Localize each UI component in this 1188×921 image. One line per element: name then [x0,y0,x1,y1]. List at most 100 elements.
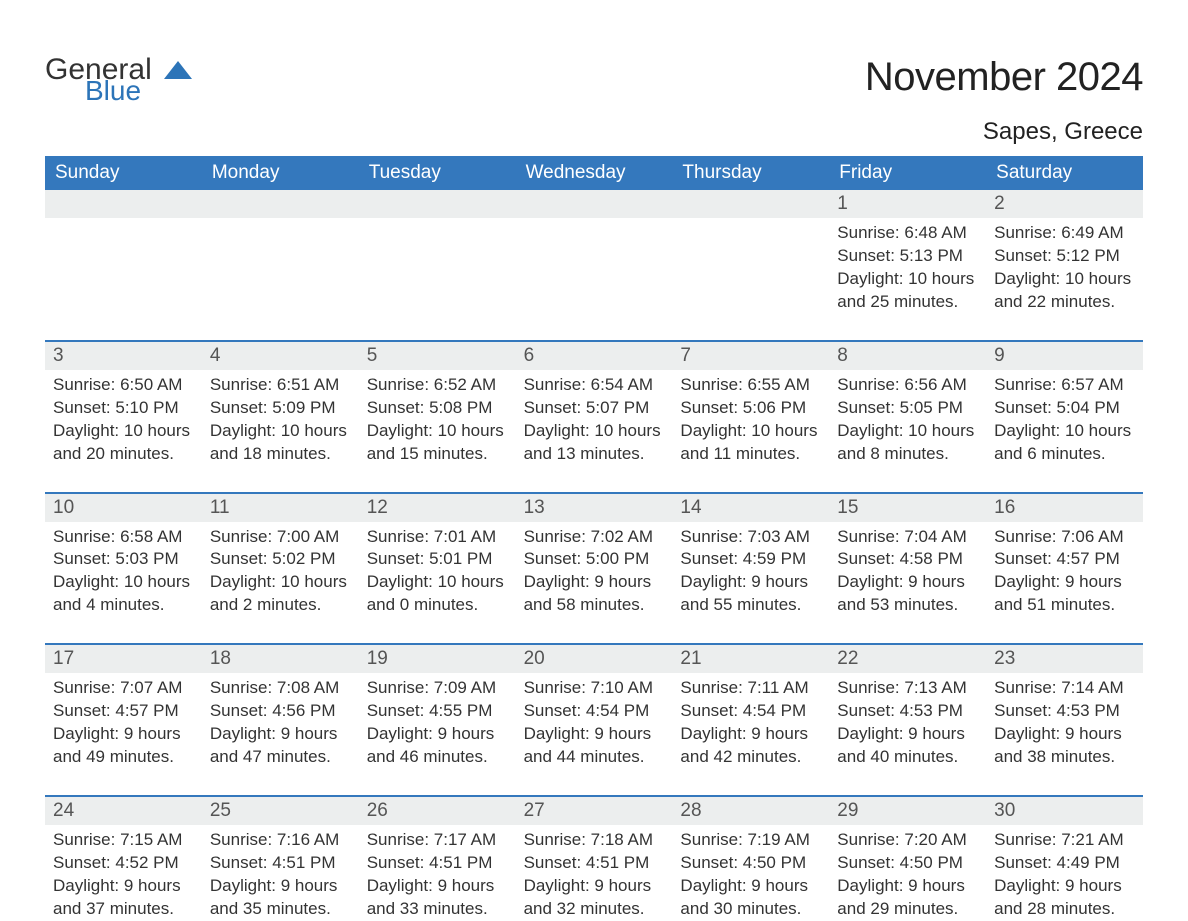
day-number: 13 [516,494,673,522]
sunrise-text: Sunrise: 7:00 AM [210,526,351,549]
sunset-text: Sunset: 5:02 PM [210,548,351,571]
day-cell: Sunrise: 7:00 AMSunset: 5:02 PMDaylight:… [202,522,359,618]
sunrise-text: Sunrise: 6:50 AM [53,374,194,397]
day-cell: Sunrise: 6:55 AMSunset: 5:06 PMDaylight:… [672,370,829,466]
sunrise-text: Sunrise: 7:20 AM [837,829,978,852]
sunset-text: Sunset: 4:57 PM [994,548,1135,571]
day-number: 2 [986,190,1143,218]
day-number: 29 [829,797,986,825]
weekday-cell: Monday [202,156,359,190]
daynum-strip: 12 [45,190,1143,218]
daylight-text: Daylight: 10 hours and 2 minutes. [210,571,351,617]
sunrise-text: Sunrise: 7:08 AM [210,677,351,700]
sunrise-text: Sunrise: 7:15 AM [53,829,194,852]
week-block: 17181920212223Sunrise: 7:07 AMSunset: 4:… [45,643,1143,769]
day-cell: Sunrise: 6:52 AMSunset: 5:08 PMDaylight:… [359,370,516,466]
sunset-text: Sunset: 4:50 PM [837,852,978,875]
daylight-text: Daylight: 9 hours and 46 minutes. [367,723,508,769]
daynum-strip: 17181920212223 [45,645,1143,673]
sunrise-text: Sunrise: 7:06 AM [994,526,1135,549]
day-number: 20 [516,645,673,673]
day-cell: Sunrise: 6:56 AMSunset: 5:05 PMDaylight:… [829,370,986,466]
sunset-text: Sunset: 5:03 PM [53,548,194,571]
day-cell: Sunrise: 7:06 AMSunset: 4:57 PMDaylight:… [986,522,1143,618]
daylight-text: Daylight: 9 hours and 44 minutes. [524,723,665,769]
sunrise-text: Sunrise: 6:57 AM [994,374,1135,397]
day-body-row: Sunrise: 6:48 AMSunset: 5:13 PMDaylight:… [45,218,1143,314]
day-cell: Sunrise: 7:08 AMSunset: 4:56 PMDaylight:… [202,673,359,769]
day-cell: Sunrise: 7:15 AMSunset: 4:52 PMDaylight:… [45,825,202,921]
sunrise-text: Sunrise: 7:02 AM [524,526,665,549]
day-body-row: Sunrise: 7:07 AMSunset: 4:57 PMDaylight:… [45,673,1143,769]
daylight-text: Daylight: 9 hours and 28 minutes. [994,875,1135,921]
daylight-text: Daylight: 10 hours and 20 minutes. [53,420,194,466]
week-block: 10111213141516Sunrise: 6:58 AMSunset: 5:… [45,492,1143,618]
daylight-text: Daylight: 10 hours and 18 minutes. [210,420,351,466]
sunrise-text: Sunrise: 7:19 AM [680,829,821,852]
sunrise-text: Sunrise: 7:07 AM [53,677,194,700]
daynum-strip: 3456789 [45,342,1143,370]
sunset-text: Sunset: 4:55 PM [367,700,508,723]
daylight-text: Daylight: 9 hours and 32 minutes. [524,875,665,921]
sunset-text: Sunset: 5:04 PM [994,397,1135,420]
daylight-text: Daylight: 9 hours and 37 minutes. [53,875,194,921]
day-number: 21 [672,645,829,673]
day-number: 16 [986,494,1143,522]
day-cell: Sunrise: 7:10 AMSunset: 4:54 PMDaylight:… [516,673,673,769]
weekday-cell: Thursday [672,156,829,190]
day-number: 23 [986,645,1143,673]
sunrise-text: Sunrise: 7:01 AM [367,526,508,549]
day-number: 19 [359,645,516,673]
day-body-row: Sunrise: 6:58 AMSunset: 5:03 PMDaylight:… [45,522,1143,618]
day-cell: Sunrise: 6:57 AMSunset: 5:04 PMDaylight:… [986,370,1143,466]
sunset-text: Sunset: 4:51 PM [210,852,351,875]
sunrise-text: Sunrise: 7:11 AM [680,677,821,700]
sunrise-text: Sunrise: 7:10 AM [524,677,665,700]
sunset-text: Sunset: 4:53 PM [994,700,1135,723]
daylight-text: Daylight: 9 hours and 58 minutes. [524,571,665,617]
day-cell: Sunrise: 7:20 AMSunset: 4:50 PMDaylight:… [829,825,986,921]
day-cell: Sunrise: 7:09 AMSunset: 4:55 PMDaylight:… [359,673,516,769]
day-cell [359,218,516,314]
day-number: 11 [202,494,359,522]
day-cell: Sunrise: 6:58 AMSunset: 5:03 PMDaylight:… [45,522,202,618]
title-block: November 2024 Sapes, Greece [865,55,1143,146]
daylight-text: Daylight: 10 hours and 4 minutes. [53,571,194,617]
sunrise-text: Sunrise: 6:49 AM [994,222,1135,245]
day-number: 4 [202,342,359,370]
day-cell: Sunrise: 7:03 AMSunset: 4:59 PMDaylight:… [672,522,829,618]
weekday-cell: Saturday [986,156,1143,190]
sunrise-text: Sunrise: 7:16 AM [210,829,351,852]
daylight-text: Daylight: 9 hours and 47 minutes. [210,723,351,769]
sunrise-text: Sunrise: 7:04 AM [837,526,978,549]
day-cell: Sunrise: 7:01 AMSunset: 5:01 PMDaylight:… [359,522,516,618]
day-body-row: Sunrise: 7:15 AMSunset: 4:52 PMDaylight:… [45,825,1143,921]
day-number: 30 [986,797,1143,825]
month-title: November 2024 [865,55,1143,100]
daylight-text: Daylight: 9 hours and 53 minutes. [837,571,978,617]
sunrise-text: Sunrise: 6:55 AM [680,374,821,397]
day-number: 12 [359,494,516,522]
daylight-text: Daylight: 10 hours and 25 minutes. [837,268,978,314]
day-number: 17 [45,645,202,673]
day-number [516,190,673,218]
day-number: 15 [829,494,986,522]
day-cell [672,218,829,314]
sunset-text: Sunset: 4:49 PM [994,852,1135,875]
sunrise-text: Sunrise: 7:09 AM [367,677,508,700]
day-cell: Sunrise: 6:48 AMSunset: 5:13 PMDaylight:… [829,218,986,314]
daylight-text: Daylight: 9 hours and 51 minutes. [994,571,1135,617]
day-cell: Sunrise: 6:51 AMSunset: 5:09 PMDaylight:… [202,370,359,466]
daylight-text: Daylight: 9 hours and 40 minutes. [837,723,978,769]
daylight-text: Daylight: 10 hours and 6 minutes. [994,420,1135,466]
day-number: 24 [45,797,202,825]
logo-text-stack: General Blue [45,55,192,105]
daylight-text: Daylight: 9 hours and 42 minutes. [680,723,821,769]
sunset-text: Sunset: 5:01 PM [367,548,508,571]
week-block: 24252627282930Sunrise: 7:15 AMSunset: 4:… [45,795,1143,921]
day-number [359,190,516,218]
daynum-strip: 24252627282930 [45,797,1143,825]
day-number [45,190,202,218]
sunset-text: Sunset: 5:12 PM [994,245,1135,268]
sunrise-text: Sunrise: 6:58 AM [53,526,194,549]
